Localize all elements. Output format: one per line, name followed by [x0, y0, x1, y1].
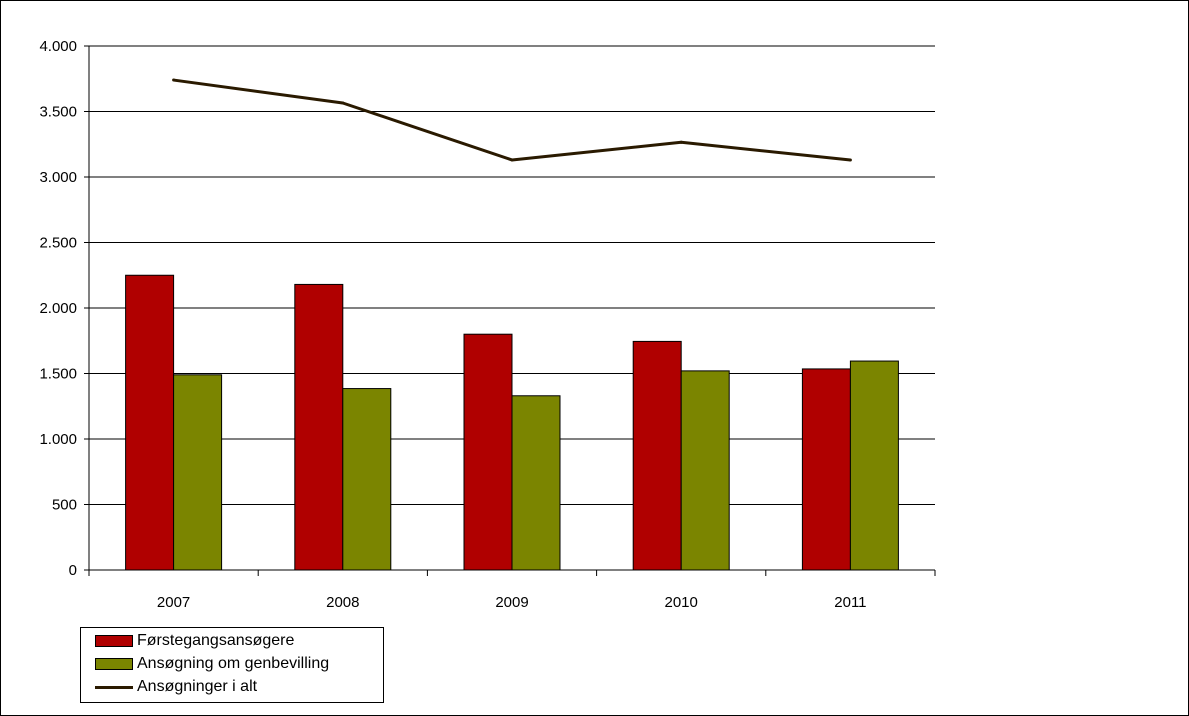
legend-item-foerstegang: Førstegangsansøgere [95, 630, 294, 652]
bar-foerstegang-2011 [801, 368, 851, 571]
legend-swatch-i-alt [95, 685, 133, 689]
legend-item-genbevilling: Ansøgning om genbevilling [95, 653, 329, 675]
bar-genbevilling-2010 [680, 370, 730, 571]
y-tick-label: 3.000 [39, 169, 77, 186]
line-point-2008 [341, 101, 345, 105]
x-tick-label: 2008 [326, 594, 359, 611]
legend-label-genbevilling: Ansøgning om genbevilling [137, 655, 330, 672]
line-point-2010 [679, 140, 683, 144]
x-tick-label: 2010 [665, 594, 698, 611]
chart-plot: 0 500 1.000 1.500 2.000 2.500 3.000 3.500 4.000 2… [39, 38, 936, 611]
legend-swatch-foerstegang [95, 635, 133, 647]
legend-label-i-alt: Ansøgninger i alt [137, 678, 258, 695]
x-tick-label: 2007 [157, 594, 190, 611]
y-tick-label: 3.500 [39, 104, 77, 121]
bar-foerstegang-2010 [632, 340, 682, 571]
bar-genbevilling-2008 [342, 388, 392, 571]
x-tick-label: 2011 [834, 594, 866, 611]
bar-genbevilling-2009 [511, 395, 561, 571]
bar-genbevilling-2007 [173, 374, 223, 571]
y-tick-label: 0 [69, 562, 77, 579]
line-point-2011 [848, 158, 852, 162]
y-tick-label: 1.500 [39, 366, 77, 383]
bar-foerstegang-2009 [463, 333, 513, 571]
legend-label-foerstegang: Førstegangsansøgere [137, 632, 295, 649]
y-tick-label: 2.000 [39, 300, 77, 317]
bar-foerstegang-2008 [294, 283, 344, 571]
line-point-2009 [510, 158, 514, 162]
legend-item-i-alt: Ansøgninger i alt [95, 676, 257, 698]
y-tick-label: 2.500 [39, 235, 77, 252]
legend-swatch-genbevilling [95, 658, 133, 670]
y-tick-label: 4.000 [39, 38, 77, 55]
bar-foerstegang-2007 [125, 274, 175, 571]
bar-genbevilling-2011 [849, 360, 899, 571]
line-point-2007 [172, 78, 176, 82]
line-series-i-alt [173, 78, 851, 162]
y-tick-label: 1.000 [39, 431, 77, 448]
chart-legend: Førstegangsansøgere Ansøgning om genbevi… [80, 627, 384, 703]
x-tick-label: 2009 [495, 594, 528, 611]
y-tick-label: 500 [52, 497, 77, 514]
